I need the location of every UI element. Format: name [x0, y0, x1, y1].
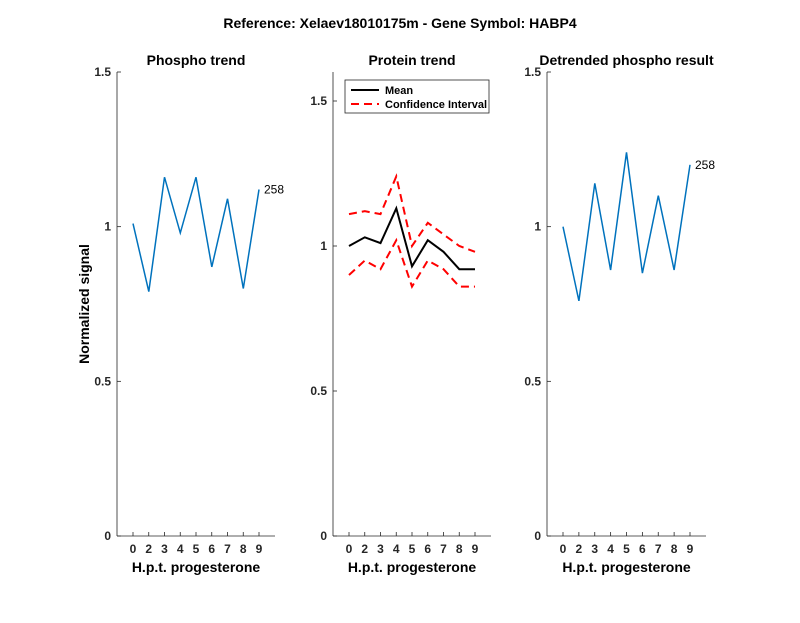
- x-tick-label: 0: [130, 542, 137, 556]
- x-axis-label: H.p.t. progesterone: [348, 559, 477, 575]
- x-tick-label: 2: [361, 542, 368, 556]
- y-tick-label: 1.5: [524, 65, 541, 79]
- y-tick-label: 0: [320, 529, 327, 543]
- x-tick-label: 9: [472, 542, 479, 556]
- panel-title: Phospho trend: [147, 52, 246, 68]
- x-tick-label: 3: [591, 542, 598, 556]
- series-line-1: [132, 176, 260, 292]
- y-tick-label: 1: [534, 220, 541, 234]
- x-tick-label: 4: [393, 542, 400, 556]
- series-line-1: [562, 152, 691, 302]
- x-tick-label: 9: [687, 542, 694, 556]
- series-line-1: [348, 205, 475, 271]
- x-tick-label: 7: [224, 542, 231, 556]
- y-axis-label: Normalized signal: [76, 244, 92, 364]
- x-axis-label: H.p.t. progesterone: [562, 559, 691, 575]
- legend: Mean Confidence Interval: [344, 79, 490, 114]
- point-annotation: 258: [264, 183, 284, 197]
- series-line-3: [348, 237, 475, 289]
- x-tick-label: 7: [440, 542, 447, 556]
- y-tick-label: 1.5: [310, 94, 327, 108]
- figure-title: Reference: Xelaev18010175m - Gene Symbol…: [223, 15, 576, 31]
- legend-box: [344, 79, 490, 114]
- x-tick-label: 5: [623, 542, 630, 556]
- x-tick-label: 9: [256, 542, 263, 556]
- x-tick-label: 8: [671, 542, 678, 556]
- y-tick-label: 0: [534, 529, 541, 543]
- x-tick-label: 6: [424, 542, 431, 556]
- x-tick-label: 8: [240, 542, 247, 556]
- x-tick-label: 8: [456, 542, 463, 556]
- series-line-2: [348, 173, 476, 253]
- panel-title: Protein trend: [368, 52, 455, 68]
- x-tick-label: 0: [346, 542, 353, 556]
- x-tick-label: 3: [161, 542, 168, 556]
- y-tick-label: 1.5: [94, 65, 111, 79]
- x-tick-label: 5: [409, 542, 416, 556]
- x-tick-label: 7: [655, 542, 662, 556]
- y-tick-label: 1: [104, 220, 111, 234]
- point-annotation: 258: [695, 158, 715, 172]
- legend-label: Confidence Interval: [385, 99, 487, 111]
- legend-label: Mean: [385, 85, 413, 97]
- x-tick-label: 4: [607, 542, 614, 556]
- x-tick-label: 6: [639, 542, 646, 556]
- x-axis-label: H.p.t. progesterone: [132, 559, 261, 575]
- y-tick-label: 0.5: [94, 374, 111, 388]
- x-tick-label: 0: [560, 542, 567, 556]
- x-tick-label: 6: [208, 542, 215, 556]
- x-tick-label: 3: [377, 542, 384, 556]
- y-tick-label: 0.5: [524, 374, 541, 388]
- x-tick-label: 4: [177, 542, 184, 556]
- y-tick-label: 1: [320, 239, 327, 253]
- x-tick-label: 2: [145, 542, 152, 556]
- y-tick-label: 0: [104, 529, 111, 543]
- x-tick-label: 2: [576, 542, 583, 556]
- panel-title: Detrended phospho result: [539, 52, 714, 68]
- x-tick-label: 5: [193, 542, 200, 556]
- y-tick-label: 0.5: [310, 384, 327, 398]
